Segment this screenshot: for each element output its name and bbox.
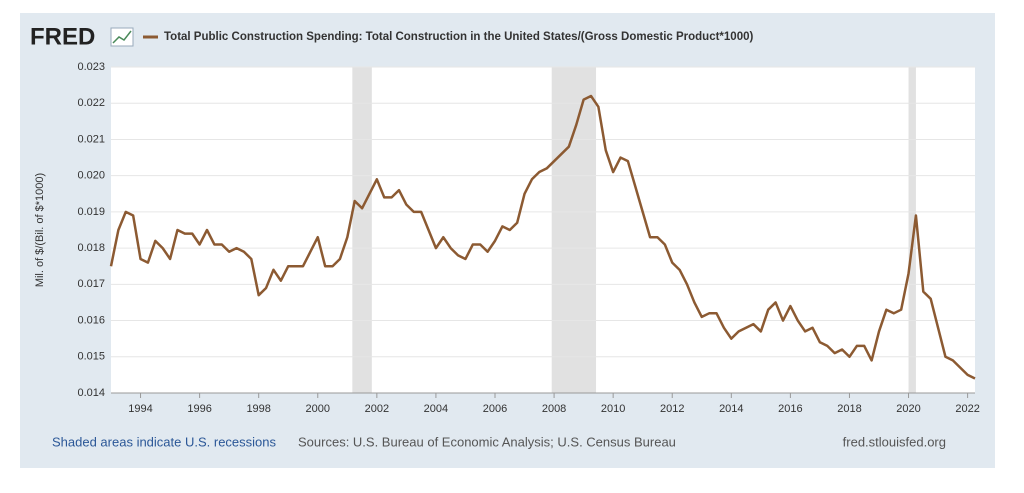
y-tick-label: 0.018 [77, 242, 105, 254]
y-tick-label: 0.015 [77, 351, 105, 363]
x-tick-label: 1994 [128, 403, 152, 415]
x-tick-label: 2016 [778, 403, 802, 415]
y-tick-label: 0.017 [77, 278, 105, 290]
y-tick-label: 0.016 [77, 314, 105, 326]
x-tick-label: 2010 [601, 403, 625, 415]
legend-label: Total Public Construction Spending: Tota… [164, 31, 753, 43]
y-tick-label: 0.021 [77, 133, 105, 145]
y-tick-label: 0.022 [77, 97, 105, 109]
x-tick-label: 2000 [306, 403, 330, 415]
site: fred.stlouisfed.org [843, 434, 946, 449]
recession-band [908, 67, 916, 393]
y-tick-label: 0.020 [77, 170, 105, 182]
x-tick-label: 1996 [187, 403, 211, 415]
y-tick-label: 0.023 [77, 61, 105, 73]
x-tick-label: 2020 [896, 403, 920, 415]
x-tick-label: 2006 [483, 403, 507, 415]
x-tick-label: 2008 [542, 403, 566, 415]
y-tick-label: 0.019 [77, 206, 105, 218]
x-tick-label: 2004 [424, 403, 448, 415]
x-tick-label: 2022 [955, 403, 979, 415]
x-tick-label: 2018 [837, 403, 861, 415]
x-tick-label: 2014 [719, 403, 743, 415]
logo-icon [110, 27, 134, 47]
y-axis-label: Mil. of $/(Bil. of $*1000) [34, 173, 46, 287]
x-tick-label: 1998 [246, 403, 270, 415]
series-line [109, 94, 976, 380]
x-tick-label: 2002 [365, 403, 389, 415]
recession-note: Shaded areas indicate U.S. recessions [52, 434, 277, 449]
recession-band [551, 67, 597, 393]
source: Sources: U.S. Bureau of Economic Analysi… [298, 434, 676, 449]
logo: FRED [30, 23, 95, 50]
recession-band [352, 67, 372, 393]
plot-area [111, 67, 975, 393]
y-tick-label: 0.014 [77, 387, 105, 399]
x-tick-label: 2012 [660, 403, 684, 415]
